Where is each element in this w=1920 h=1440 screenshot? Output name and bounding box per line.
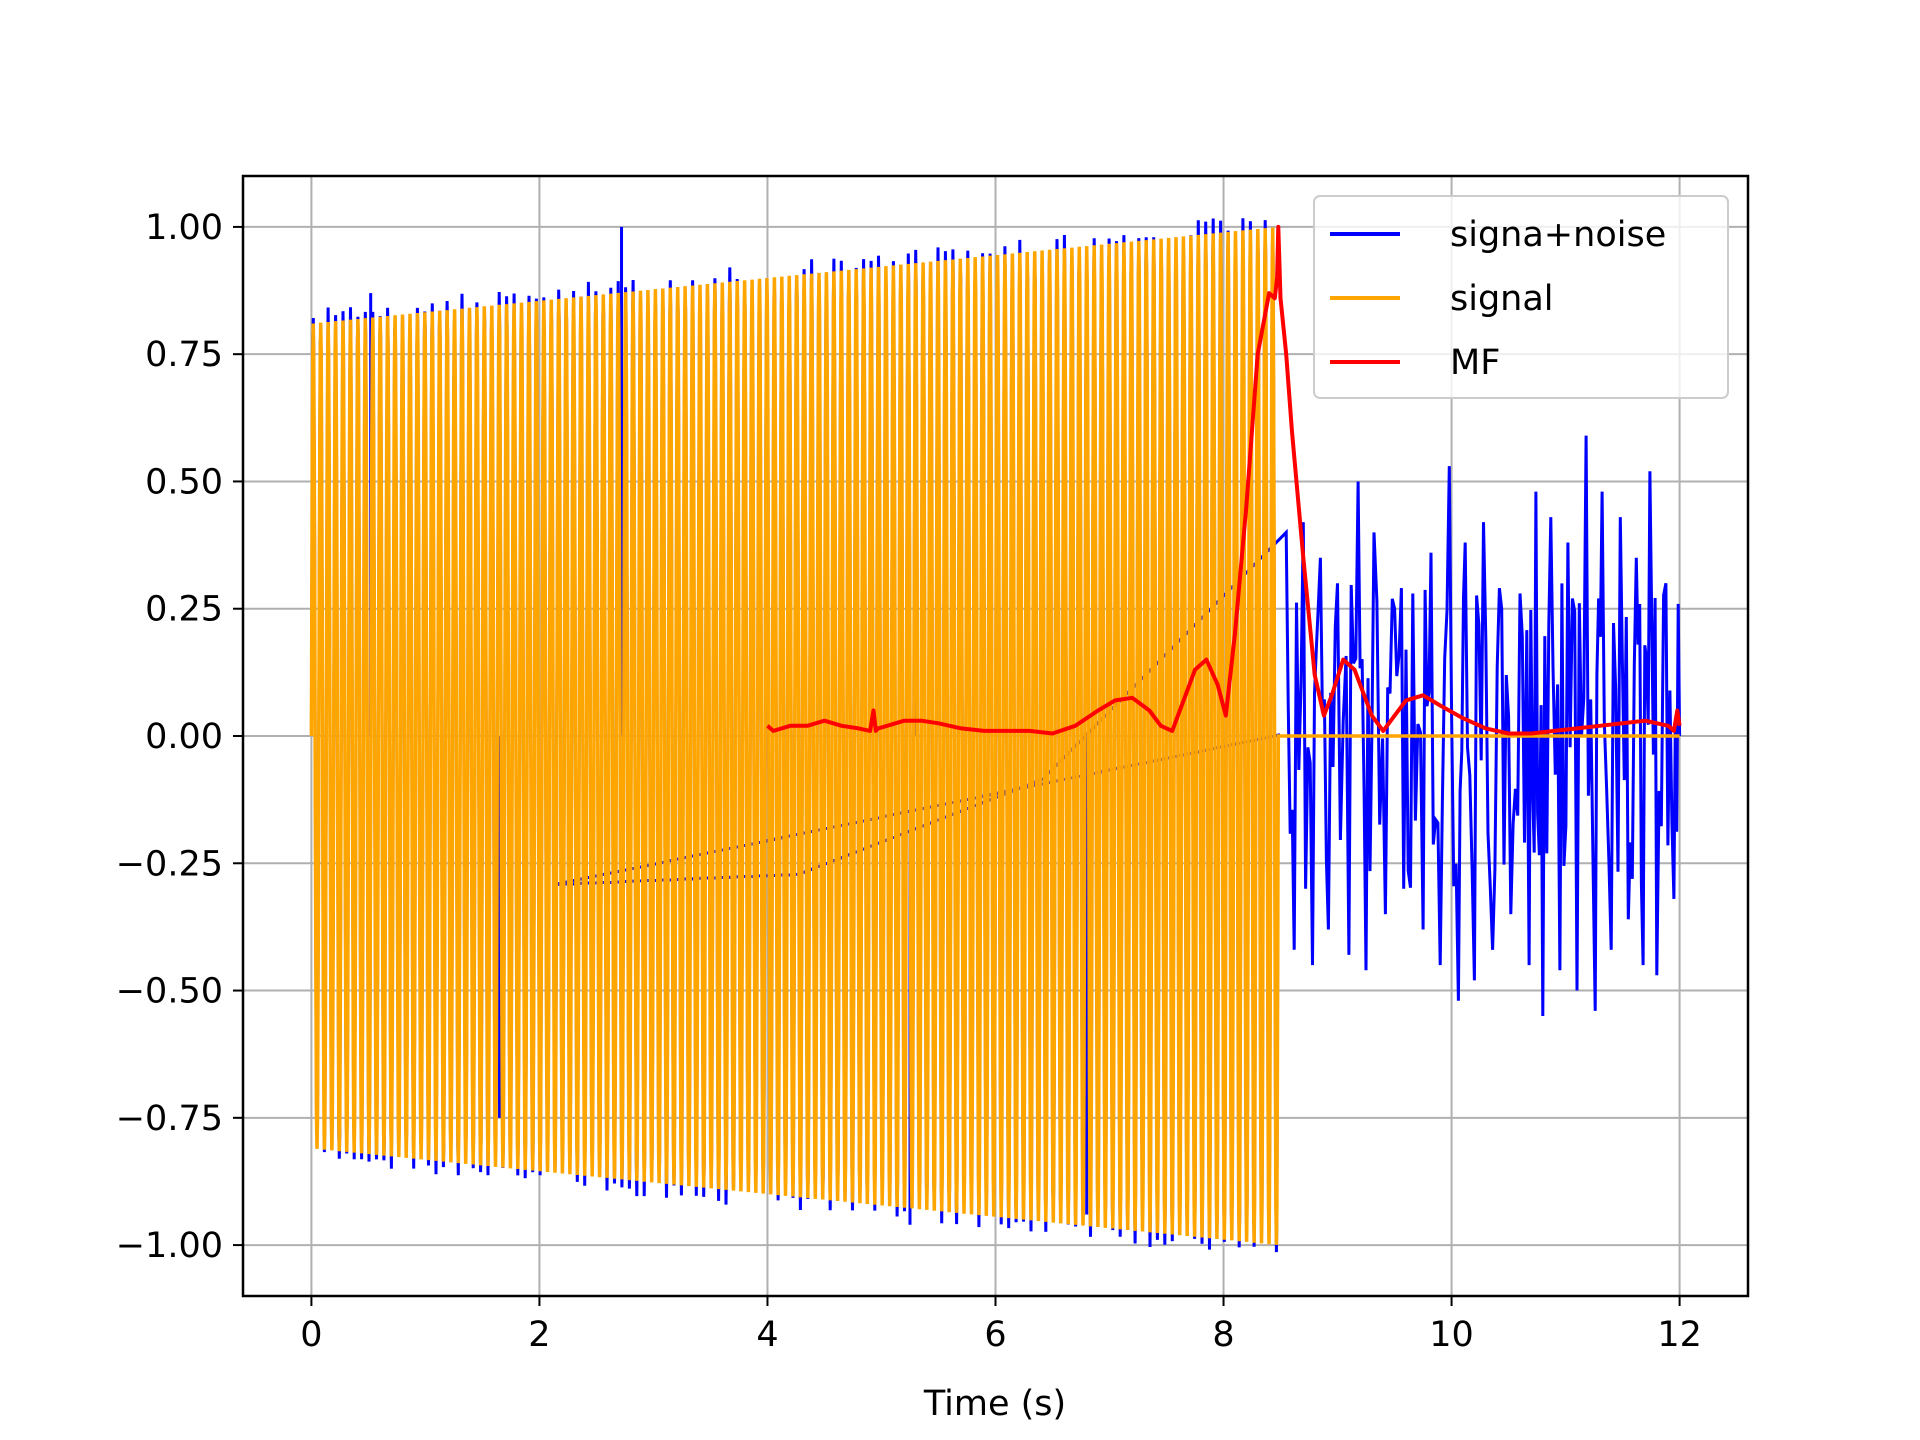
x-axis: 0 2 4 6 8 10 12 [300,1296,1702,1355]
y-tick-label: −1.00 [116,1226,223,1266]
series-layer [309,218,1682,1253]
x-tick-label: 8 [1212,1315,1234,1355]
y-tick-label: 0.00 [145,717,223,757]
x-tick-label: 6 [984,1315,1006,1355]
y-tick-label: −0.50 [116,972,223,1012]
legend-box [1313,195,1729,399]
x-tick-label: 2 [528,1315,550,1355]
legend-label: MF [1450,343,1500,383]
legend-label: signa+noise [1450,215,1666,255]
y-axis: 1.00 0.75 0.50 0.25 0.00 −0.25 −0.50 −0.75 −1.00 [116,208,243,1266]
y-tick-label: −0.25 [116,844,223,884]
x-axis-label: Time (s) [923,1384,1066,1424]
y-tick-label: 1.00 [145,208,223,248]
x-tick-label: 12 [1657,1315,1702,1355]
y-tick-label: 0.50 [145,462,223,502]
legend-label: signal [1450,279,1554,319]
plot-area [309,218,1682,1253]
y-tick-label: 0.75 [145,335,223,375]
y-tick-label: 0.25 [145,590,223,630]
legend: signa+noise signal MF [1313,195,1729,399]
x-tick-label: 4 [756,1315,778,1355]
series-signal-line [309,227,1680,1245]
x-tick-label: 10 [1429,1315,1474,1355]
x-tick-label: 0 [300,1315,322,1355]
y-tick-label: −0.75 [116,1099,223,1139]
series-mf-line [766,224,1682,736]
